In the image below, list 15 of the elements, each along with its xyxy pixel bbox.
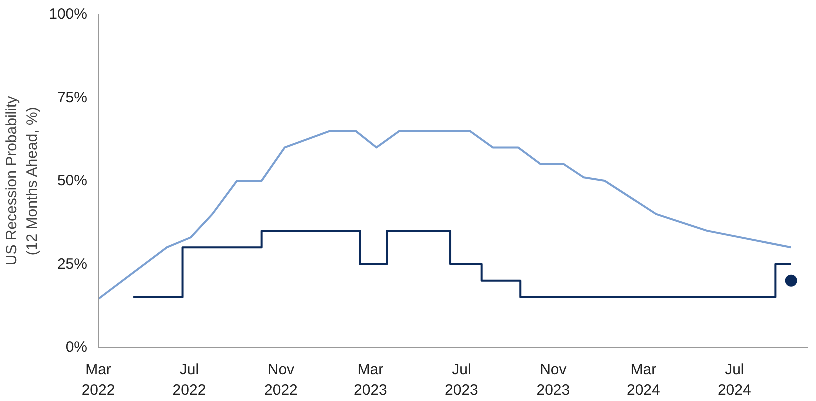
x-tick-label: Jul 2024	[718, 362, 752, 399]
x-tick-label: Mar 2022	[82, 362, 116, 399]
line-series	[98, 130, 792, 300]
y-axis-title: US Recession Probability (12 Months Ahead, %)	[4, 96, 42, 266]
x-tick-label: Jul 2022	[172, 362, 206, 399]
y-tick-label: 100%	[49, 6, 88, 23]
y-tick-label: 75%	[57, 89, 88, 106]
x-tick-label: Mar 2024	[626, 362, 660, 399]
y-tick-label: 0%	[66, 339, 88, 356]
y-tick-label: 25%	[57, 256, 88, 273]
y-tick-label: 50%	[57, 172, 88, 190]
x-tick-label: Nov 2023	[536, 362, 570, 399]
x-tick-label: Mar 2023	[354, 362, 388, 399]
x-tick-label: Nov 2022	[264, 362, 298, 399]
x-tick-label: Jul 2023	[445, 362, 478, 399]
